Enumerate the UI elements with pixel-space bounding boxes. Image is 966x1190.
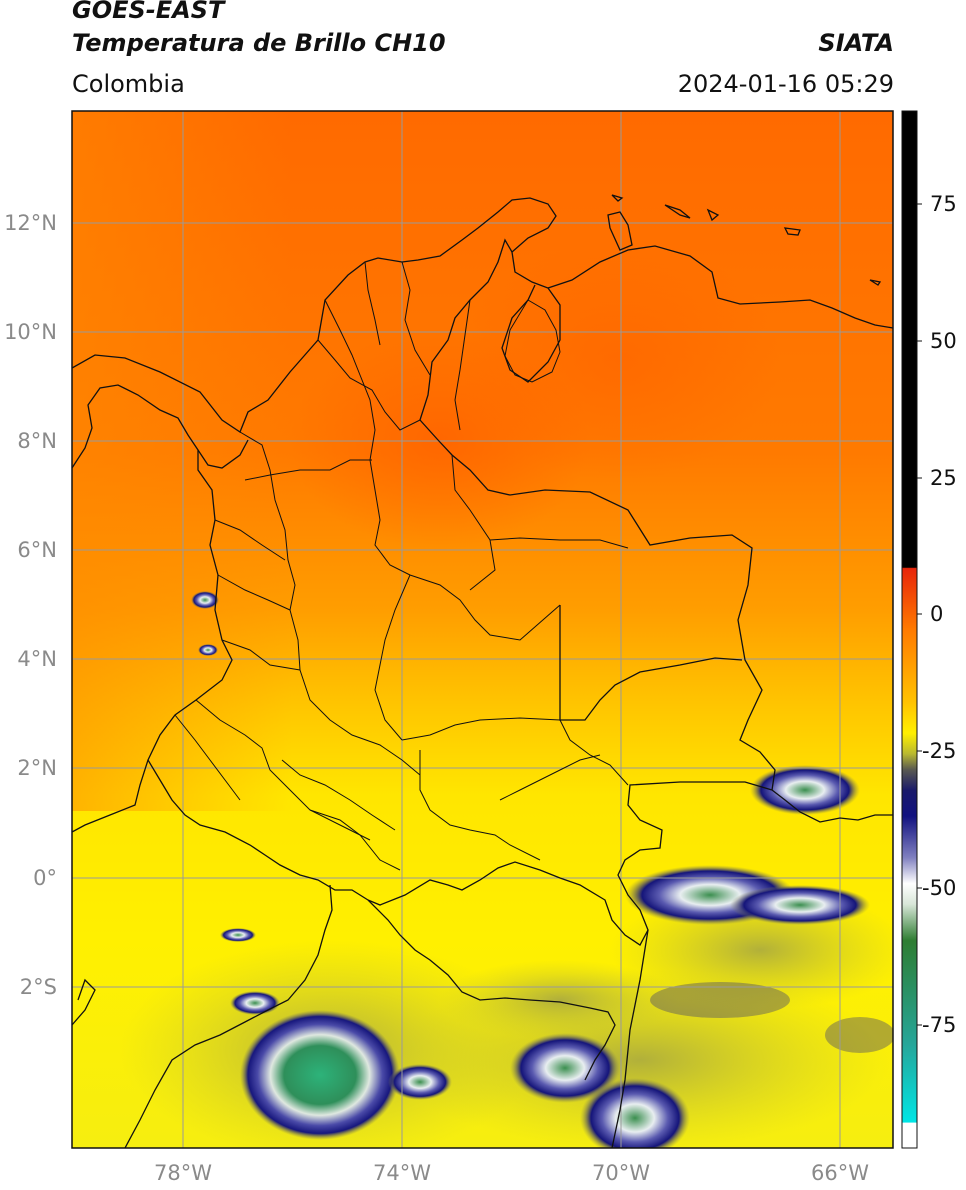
- agency-label: SIATA: [818, 29, 894, 57]
- lon-label-78w: 78°W: [154, 1161, 212, 1185]
- colorbar: 75 50 25 0 -25 -50 -75: [901, 110, 957, 1149]
- lon-label-70w: 70°W: [592, 1161, 650, 1185]
- region-label: Colombia: [72, 70, 185, 98]
- colorbar-label-0: 0: [930, 602, 943, 626]
- colorbar-label-minus75: -75: [922, 1013, 956, 1037]
- peru-brazil: [611, 929, 649, 1148]
- colombia-ecuador: [147, 759, 369, 901]
- lon-label-66w: 66°W: [811, 1161, 869, 1185]
- country-borders: [72, 194, 893, 1148]
- lake-maracaibo: [504, 299, 561, 383]
- colorbar-tick-marks: [917, 203, 922, 1026]
- datetime-label: 2024-01-16 05:29: [677, 70, 894, 98]
- department-borders: [174, 261, 629, 871]
- map-frame: [71, 110, 894, 1149]
- islands: [611, 194, 882, 286]
- latitude-labels: 12°N 10°N 8°N 6°N 4°N 2°N 0° 2°S: [4, 211, 57, 999]
- lat-label-0: 0°: [33, 866, 57, 890]
- lat-label-4n: 4°N: [17, 647, 57, 671]
- lat-label-10n: 10°N: [4, 320, 57, 344]
- colombia-brazil: [367, 781, 773, 946]
- cloud-tops: [120, 591, 893, 1148]
- colorbar-gradient: [902, 111, 917, 1148]
- venezuela-south: [559, 605, 743, 721]
- lon-label-74w: 74°W: [373, 1161, 431, 1185]
- colorbar-label-75: 75: [930, 192, 957, 216]
- colorbar-label-minus25: -25: [922, 739, 956, 763]
- lat-label-8n: 8°N: [17, 429, 57, 453]
- lat-label-12n: 12°N: [4, 211, 57, 235]
- ecuador-peru: [124, 884, 333, 1148]
- colorbar-frame: [901, 110, 918, 1149]
- ecuador-coast: [72, 978, 96, 1026]
- longitude-labels: 78°W 74°W 70°W 66°W: [154, 1161, 869, 1185]
- lat-label-6n: 6°N: [17, 538, 57, 562]
- venezuela-coast: [547, 245, 893, 329]
- satellite-title: GOES-EAST: [72, 0, 225, 24]
- lat-label-2s: 2°S: [20, 975, 57, 999]
- aruba-coast: [607, 211, 633, 251]
- satellite-image: [72, 111, 893, 1148]
- caribbean-coast: [72, 197, 561, 433]
- graticule: [72, 111, 893, 1148]
- colorbar-label-25: 25: [930, 466, 957, 490]
- panama-colombia: [197, 439, 249, 469]
- colombia-venezuela: [419, 238, 776, 791]
- colombia-peru: [367, 899, 616, 1081]
- lat-label-2n: 2°N: [17, 756, 57, 780]
- colorbar-label-minus50: -50: [922, 876, 956, 900]
- product-title: Temperatura de Brillo CH10: [72, 29, 446, 57]
- brazil-venezuela: [771, 789, 893, 823]
- pacific-coast: [72, 384, 233, 833]
- colorbar-label-50: 50: [930, 329, 957, 353]
